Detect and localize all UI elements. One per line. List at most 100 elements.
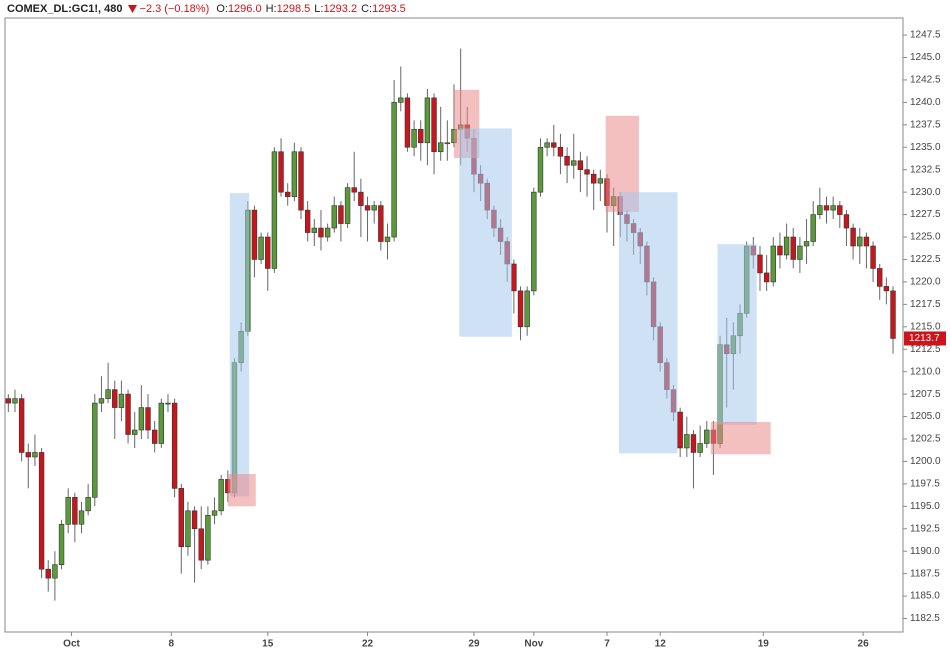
candle-body (78, 510, 85, 525)
candle-body (338, 205, 344, 224)
ohlc-key: H: (265, 3, 277, 15)
candle-body (378, 205, 384, 242)
candle-body (125, 393, 131, 435)
zone (459, 128, 512, 337)
candle-body (783, 236, 790, 256)
candle-body (870, 245, 876, 269)
candle-body (424, 97, 431, 144)
last-price-box (904, 331, 946, 346)
y-tick-label: 1195.0 (910, 501, 940, 512)
y-tick-label: 1197.5 (910, 479, 940, 490)
candle-body (105, 389, 111, 399)
zone (710, 421, 771, 455)
candle-body (438, 142, 444, 153)
zone (717, 244, 757, 425)
candle-body (5, 398, 12, 404)
candle-body (45, 568, 51, 579)
candle-body (391, 102, 397, 238)
y-tick-label: 1190.0 (910, 546, 940, 557)
zone (229, 193, 250, 497)
candle-body (444, 142, 451, 145)
change: −2.3 (−0.18%) (139, 3, 210, 15)
y-tick-label: 1200.0 (910, 456, 941, 467)
candle-body (211, 510, 218, 516)
candle-body (418, 129, 424, 144)
y-tick-label: 1247.5 (910, 30, 941, 41)
candle-body (271, 151, 278, 269)
candle-body (537, 146, 544, 193)
ohlc: O:1296.0 H:1298.5 L:1293.2 C:1293.5 (212, 3, 405, 15)
ohlc-value: 1298.5 (276, 3, 311, 15)
candle-body (837, 205, 843, 215)
y-tick-label: 1220.0 (910, 277, 941, 288)
candle-body (351, 187, 357, 193)
candle-body (531, 191, 537, 292)
candle-body (112, 389, 118, 408)
candle-body (803, 241, 810, 247)
candle-body (817, 205, 823, 215)
candle-body (38, 452, 45, 570)
candle-body (557, 146, 564, 157)
candle-body (324, 227, 331, 238)
candle-body (205, 515, 211, 561)
y-tick-label: 1187.5 (910, 568, 940, 579)
candle-body (511, 263, 517, 292)
candle-body (18, 398, 25, 453)
candle-body (291, 151, 298, 197)
candle-body (524, 290, 530, 328)
x-tick-label: 19 (758, 639, 770, 650)
candle-body (770, 245, 776, 283)
candle-body (763, 272, 770, 283)
x-tick-label: 15 (262, 639, 274, 650)
candle-body (85, 497, 91, 512)
candle-body (364, 205, 371, 211)
x-tick-label: 22 (362, 639, 374, 650)
zone (618, 192, 678, 454)
candle-body (577, 160, 584, 171)
candle-body (265, 236, 271, 269)
candle-body (823, 205, 830, 211)
x-tick-label: 12 (655, 639, 667, 650)
y-tick-label: 1212.5 (910, 344, 941, 355)
y-tick-label: 1232.5 (910, 164, 941, 175)
candle-body (118, 393, 125, 408)
y-tick-label: 1207.5 (910, 389, 941, 400)
candle-body (544, 142, 550, 148)
y-tick-label: 1230.0 (910, 187, 941, 198)
y-tick-label: 1215.0 (910, 321, 941, 332)
candle-body (331, 205, 337, 229)
candle-body (404, 97, 411, 148)
candle-body (883, 286, 890, 292)
candle-body (278, 151, 284, 193)
y-tick-label: 1225.0 (910, 232, 941, 243)
x-tick-label: 7 (604, 639, 610, 650)
candle-body (344, 187, 351, 224)
y-tick-label: 1237.5 (910, 119, 941, 130)
x-tick-label: 29 (468, 639, 480, 650)
x-tick-label: Oct (63, 639, 80, 650)
candle-body (584, 169, 590, 175)
last-price-label: 1213.7 (909, 333, 940, 344)
candle-body (92, 402, 98, 498)
candle-body (65, 497, 71, 525)
candle-body (358, 191, 364, 206)
candle-body (191, 510, 198, 530)
y-tick-label: 1227.5 (910, 209, 941, 220)
candle-body (145, 407, 151, 431)
candle-body (551, 142, 557, 148)
candle-body (843, 214, 850, 229)
candle-body (318, 227, 324, 238)
candle-body (411, 129, 417, 148)
candle-body (258, 236, 264, 260)
symbol: COMEX_DL:GC1!, 480 (7, 3, 123, 15)
x-tick-label: 8 (169, 639, 175, 650)
candle-body (52, 564, 58, 579)
y-tick-label: 1182.5 (910, 613, 940, 624)
candle-body (704, 429, 710, 444)
candle-body (777, 245, 783, 256)
y-tick-label: 1245.0 (910, 52, 941, 63)
candle-body (697, 443, 703, 453)
candle-body (58, 523, 65, 565)
zone (227, 474, 256, 507)
y-tick-label: 1235.0 (910, 142, 941, 153)
